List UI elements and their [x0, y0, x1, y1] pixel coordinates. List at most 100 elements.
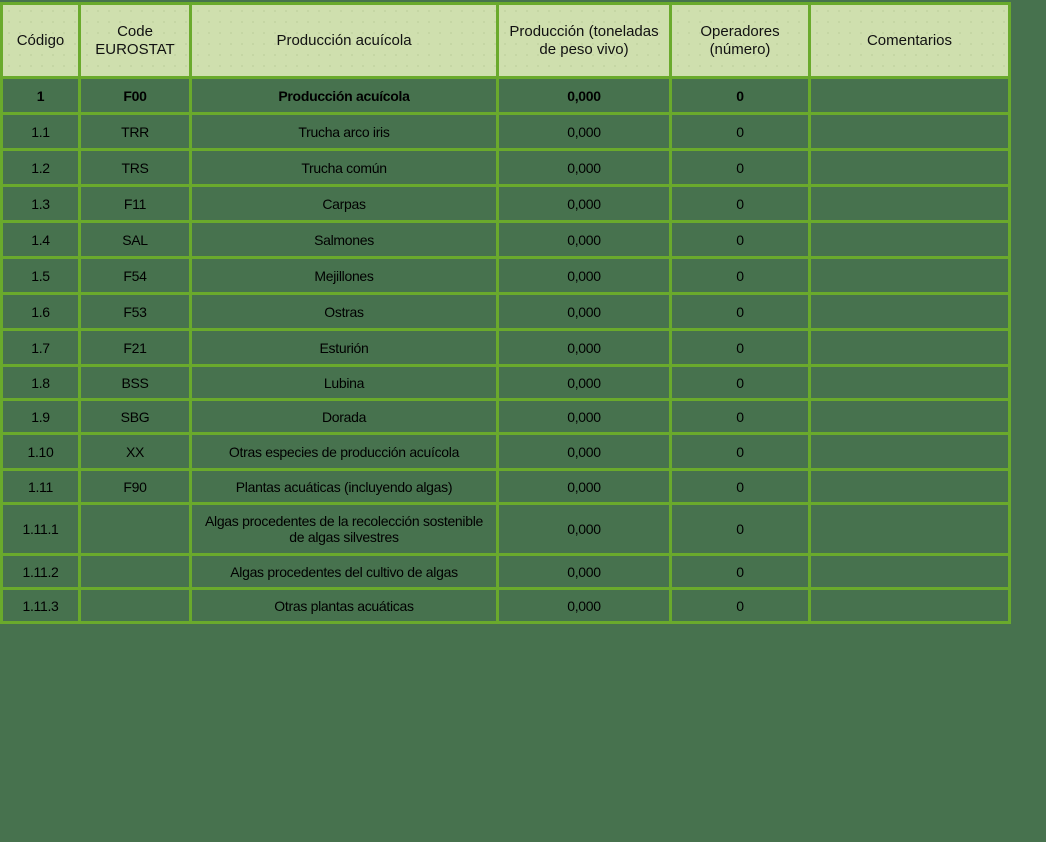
cell-operadores[interactable]: 0 — [669, 148, 811, 187]
cell-operadores[interactable]: 0 — [669, 76, 811, 115]
cell-toneladas[interactable]: 0,000 — [496, 553, 672, 590]
cell-codigo: 1.5 — [0, 256, 81, 295]
cell-comentarios[interactable] — [808, 256, 1011, 295]
cell-codigo: 1 — [0, 76, 81, 115]
table-row: 1.4 SAL Salmones 0,000 0 — [0, 220, 1011, 259]
header-comentarios: Comentarios — [808, 2, 1011, 79]
table-row: 1.3 F11 Carpas 0,000 0 — [0, 184, 1011, 223]
cell-toneladas[interactable]: 0,000 — [496, 432, 672, 471]
table-row: 1.10 XX Otras especies de producción acu… — [0, 432, 1011, 471]
cell-eurostat: SBG — [78, 398, 192, 435]
cell-toneladas[interactable]: 0,000 — [496, 256, 672, 295]
cell-produccion: Carpas — [189, 184, 499, 223]
cell-produccion: Esturión — [189, 328, 499, 367]
cell-produccion: Algas procedentes de la recolección sost… — [189, 502, 499, 556]
cell-produccion: Otras especies de producción acuícola — [189, 432, 499, 471]
header-codigo: Código — [0, 2, 81, 79]
cell-comentarios[interactable] — [808, 502, 1011, 556]
cell-eurostat: SAL — [78, 220, 192, 259]
cell-toneladas[interactable]: 0,000 — [496, 468, 672, 505]
table-row: 1.5 F54 Mejillones 0,000 0 — [0, 256, 1011, 295]
header-code-eurostat: Code EUROSTAT — [78, 2, 192, 79]
cell-produccion: Ostras — [189, 292, 499, 331]
cell-comentarios[interactable] — [808, 432, 1011, 471]
header-row: Código Code EUROSTAT Producción acuícola… — [0, 2, 1011, 79]
cell-codigo: 1.2 — [0, 148, 81, 187]
cell-produccion: Lubina — [189, 364, 499, 401]
cell-comentarios[interactable] — [808, 76, 1011, 115]
cell-eurostat — [78, 587, 192, 624]
cell-produccion: Otras plantas acuáticas — [189, 587, 499, 624]
cell-toneladas[interactable]: 0,000 — [496, 328, 672, 367]
cell-toneladas[interactable]: 0,000 — [496, 112, 672, 151]
table-row-total: 1 F00 Producción acuícola 0,000 0 — [0, 76, 1011, 115]
cell-eurostat: F90 — [78, 468, 192, 505]
table-row: 1.7 F21 Esturión 0,000 0 — [0, 328, 1011, 367]
cell-codigo: 1.11.3 — [0, 587, 81, 624]
table-row: 1.9 SBG Dorada 0,000 0 — [0, 398, 1011, 435]
cell-eurostat — [78, 502, 192, 556]
cell-eurostat: F54 — [78, 256, 192, 295]
cell-produccion: Producción acuícola — [189, 76, 499, 115]
cell-operadores[interactable]: 0 — [669, 184, 811, 223]
aquaculture-production-table: Código Code EUROSTAT Producción acuícola… — [0, 2, 1011, 624]
cell-operadores[interactable]: 0 — [669, 502, 811, 556]
cell-produccion: Algas procedentes del cultivo de algas — [189, 553, 499, 590]
cell-produccion: Mejillones — [189, 256, 499, 295]
cell-produccion: Trucha común — [189, 148, 499, 187]
cell-comentarios[interactable] — [808, 468, 1011, 505]
cell-codigo: 1.8 — [0, 364, 81, 401]
cell-operadores[interactable]: 0 — [669, 587, 811, 624]
table-row: 1.6 F53 Ostras 0,000 0 — [0, 292, 1011, 331]
cell-toneladas[interactable]: 0,000 — [496, 502, 672, 556]
cell-operadores[interactable]: 0 — [669, 256, 811, 295]
cell-operadores[interactable]: 0 — [669, 468, 811, 505]
cell-operadores[interactable]: 0 — [669, 364, 811, 401]
cell-codigo: 1.11 — [0, 468, 81, 505]
cell-toneladas[interactable]: 0,000 — [496, 184, 672, 223]
cell-comentarios[interactable] — [808, 292, 1011, 331]
cell-eurostat: BSS — [78, 364, 192, 401]
cell-comentarios[interactable] — [808, 587, 1011, 624]
cell-operadores[interactable]: 0 — [669, 432, 811, 471]
cell-codigo: 1.1 — [0, 112, 81, 151]
cell-operadores[interactable]: 0 — [669, 328, 811, 367]
header-operadores: Operadores (número) — [669, 2, 811, 79]
cell-codigo: 1.3 — [0, 184, 81, 223]
cell-toneladas[interactable]: 0,000 — [496, 292, 672, 331]
cell-toneladas[interactable]: 0,000 — [496, 364, 672, 401]
cell-produccion: Salmones — [189, 220, 499, 259]
cell-comentarios[interactable] — [808, 112, 1011, 151]
cell-toneladas[interactable]: 0,000 — [496, 76, 672, 115]
cell-operadores[interactable]: 0 — [669, 398, 811, 435]
cell-toneladas[interactable]: 0,000 — [496, 398, 672, 435]
cell-produccion: Trucha arco iris — [189, 112, 499, 151]
table-row: 1.2 TRS Trucha común 0,000 0 — [0, 148, 1011, 187]
cell-toneladas[interactable]: 0,000 — [496, 148, 672, 187]
cell-codigo: 1.11.1 — [0, 502, 81, 556]
cell-produccion: Plantas acuáticas (incluyendo algas) — [189, 468, 499, 505]
cell-comentarios[interactable] — [808, 184, 1011, 223]
header-toneladas: Producción (toneladas de peso vivo) — [496, 2, 672, 79]
cell-eurostat — [78, 553, 192, 590]
cell-toneladas[interactable]: 0,000 — [496, 220, 672, 259]
cell-comentarios[interactable] — [808, 328, 1011, 367]
cell-comentarios[interactable] — [808, 220, 1011, 259]
cell-operadores[interactable]: 0 — [669, 112, 811, 151]
cell-eurostat: TRR — [78, 112, 192, 151]
cell-comentarios[interactable] — [808, 364, 1011, 401]
cell-operadores[interactable]: 0 — [669, 220, 811, 259]
table-row: 1.11.1 Algas procedentes de la recolecci… — [0, 502, 1011, 556]
cell-comentarios[interactable] — [808, 148, 1011, 187]
table-row: 1.11.2 Algas procedentes del cultivo de … — [0, 553, 1011, 590]
cell-codigo: 1.4 — [0, 220, 81, 259]
header-produccion-acuicola: Producción acuícola — [189, 2, 499, 79]
cell-operadores[interactable]: 0 — [669, 553, 811, 590]
cell-comentarios[interactable] — [808, 398, 1011, 435]
cell-comentarios[interactable] — [808, 553, 1011, 590]
cell-toneladas[interactable]: 0,000 — [496, 587, 672, 624]
cell-eurostat: F21 — [78, 328, 192, 367]
cell-operadores[interactable]: 0 — [669, 292, 811, 331]
cell-codigo: 1.7 — [0, 328, 81, 367]
